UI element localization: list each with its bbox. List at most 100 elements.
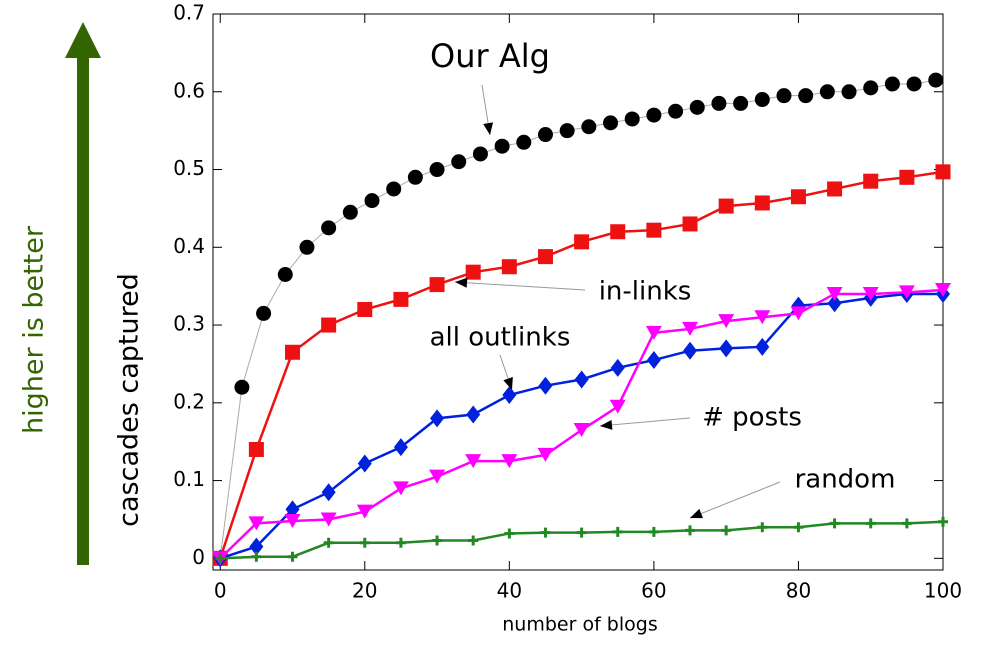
point (885, 76, 900, 91)
point (683, 216, 698, 231)
annotation: random (795, 465, 896, 495)
point (357, 302, 372, 317)
point (938, 517, 948, 527)
side-label: higher is better (19, 225, 50, 434)
x-tick-label: 20 (352, 579, 377, 603)
point (251, 552, 261, 562)
point (610, 224, 625, 239)
point (899, 170, 914, 185)
x-tick-label: 0 (214, 579, 227, 603)
point (668, 104, 683, 119)
annotation: # posts (702, 403, 802, 433)
point (685, 525, 695, 535)
point (830, 518, 840, 528)
point (711, 96, 726, 111)
point (322, 483, 336, 501)
point (473, 146, 488, 161)
x-tick-label: 40 (497, 579, 522, 603)
point (502, 386, 516, 404)
point (866, 518, 876, 528)
point (719, 199, 734, 214)
point (625, 111, 640, 126)
point (755, 195, 770, 210)
point (468, 535, 478, 545)
y-axis-label: cascades captured (114, 273, 145, 527)
point (863, 174, 878, 189)
point (256, 306, 271, 321)
point (820, 84, 835, 99)
point (902, 518, 912, 528)
point (396, 538, 406, 548)
point (278, 267, 293, 282)
point (560, 123, 575, 138)
point (646, 223, 661, 238)
point (432, 535, 442, 545)
point (360, 538, 370, 548)
point (755, 92, 770, 107)
annotation-arrowhead (483, 122, 493, 135)
point (495, 139, 510, 154)
point (408, 170, 423, 185)
point (358, 454, 372, 472)
point (429, 470, 445, 484)
annotation-arrow (600, 418, 690, 426)
x-tick-label: 100 (924, 579, 962, 603)
y-tick-label: 0.6 (173, 78, 205, 102)
point (793, 522, 803, 532)
point (540, 528, 550, 538)
y-tick-label: 0.1 (173, 467, 205, 491)
annotation-arrow (455, 282, 585, 290)
point (324, 538, 334, 548)
point (581, 119, 596, 134)
y-tick-label: 0.5 (173, 156, 205, 180)
annotation-arrowhead (600, 420, 612, 430)
point (611, 359, 625, 377)
point (791, 189, 806, 204)
point (798, 88, 813, 103)
point (907, 76, 922, 91)
point (516, 135, 531, 150)
point (603, 115, 618, 130)
y-tick-label: 0.2 (173, 389, 205, 413)
point (842, 84, 857, 99)
point (504, 528, 514, 538)
point (647, 351, 661, 369)
point (646, 108, 661, 123)
point (757, 522, 767, 532)
point (683, 342, 697, 360)
annotation: all outlinks (430, 323, 571, 353)
point (538, 249, 553, 264)
annotation: Our Alg (430, 37, 550, 75)
point (733, 96, 748, 111)
annotation-arrow (690, 482, 780, 518)
point (299, 240, 314, 255)
point (649, 527, 659, 537)
point (863, 80, 878, 95)
point (928, 73, 943, 88)
point (430, 162, 445, 177)
point (234, 380, 249, 395)
point (575, 370, 589, 388)
point (613, 527, 623, 537)
point (538, 127, 553, 142)
y-tick-label: 0.3 (173, 312, 205, 336)
point (285, 345, 300, 360)
point (466, 265, 481, 280)
point (577, 528, 587, 538)
point (538, 377, 552, 395)
x-tick-label: 60 (641, 579, 666, 603)
annotation: in-links (599, 277, 692, 307)
point (502, 259, 517, 274)
point (249, 442, 264, 457)
point (386, 181, 401, 196)
point (393, 292, 408, 307)
point (365, 193, 380, 208)
point (721, 525, 731, 535)
x-axis-label: number of blogs (502, 614, 657, 636)
point (690, 100, 705, 115)
point (719, 339, 733, 357)
point (451, 154, 466, 169)
y-tick-label: 0.4 (173, 234, 205, 258)
point (936, 164, 951, 179)
point (394, 438, 408, 456)
